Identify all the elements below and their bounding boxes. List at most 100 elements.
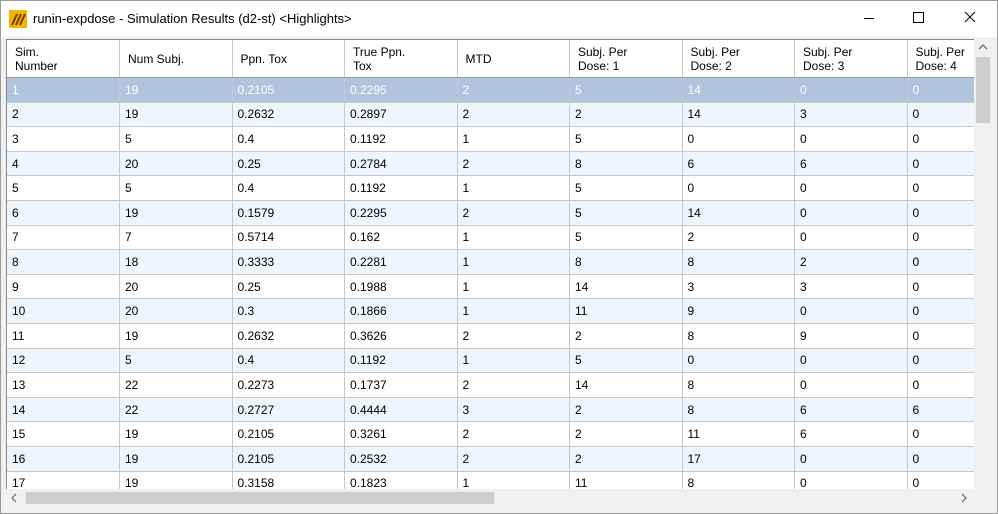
table-cell: 0 — [907, 77, 975, 103]
scroll-thumb[interactable] — [26, 492, 494, 504]
table-cell: 1 — [457, 225, 570, 251]
table-cell: 5 — [569, 175, 683, 201]
table-cell: 3 — [7, 126, 120, 152]
column-header-text: Subj. Per Dose: 3 — [803, 44, 853, 73]
table-cell: 1 — [457, 298, 570, 324]
table-row[interactable]: 4 20 0.25 0.2784 2 8 6 6 0 — [7, 151, 975, 177]
table-row[interactable]: 15 19 0.2105 0.3261 2 2 11 6 0 — [7, 421, 975, 447]
column-header[interactable]: MTD — [457, 40, 570, 78]
table-cell: 0.2281 — [344, 249, 458, 275]
table-cell: 10 — [7, 298, 120, 324]
table-cell: 0.1988 — [344, 274, 458, 300]
horizontal-scrollbar[interactable] — [6, 489, 974, 507]
table-cell: 2 — [457, 151, 570, 177]
table-cell: 8 — [569, 151, 683, 177]
table-cell: 2 — [682, 225, 795, 251]
table-row[interactable]: 10 20 0.3 0.1866 1 11 9 0 0 — [7, 298, 975, 324]
column-header-text: True Ppn. Tox — [353, 44, 406, 73]
table-row[interactable]: 5 5 0.4 0.1192 1 5 0 0 0 — [7, 175, 975, 201]
table-cell: 2 — [457, 77, 570, 103]
table-cell: 0 — [907, 200, 975, 226]
table-cell: 3 — [794, 102, 908, 128]
table-row[interactable]: 14 22 0.2727 0.4444 3 2 8 6 6 — [7, 397, 975, 423]
table-cell: 0.162 — [344, 225, 458, 251]
column-header[interactable]: Ppn. Tox — [232, 40, 345, 78]
table-cell: 0 — [794, 126, 908, 152]
column-header-text: Num Subj. — [128, 51, 185, 66]
table-cell: 0.25 — [232, 151, 345, 177]
table-cell: 19 — [119, 200, 233, 226]
table-cell: 1 — [7, 77, 120, 103]
table-row[interactable]: 3 5 0.4 0.1192 1 5 0 0 0 — [7, 126, 975, 152]
column-header[interactable]: Num Subj. — [119, 40, 233, 78]
scroll-thumb[interactable] — [976, 57, 990, 123]
table-cell: 0.2897 — [344, 102, 458, 128]
table-cell: 15 — [7, 421, 120, 447]
window-title: runin-expdose - Simulation Results (d2-s… — [33, 11, 352, 26]
table-cell: 20 — [119, 151, 233, 177]
column-header[interactable]: Subj. Per Dose: 2 — [682, 40, 795, 78]
table-cell: 0 — [907, 471, 975, 490]
column-header[interactable]: Subj. Per Dose: 1 — [569, 40, 683, 78]
table-cell: 0.5714 — [232, 225, 345, 251]
column-header[interactable]: Subj. Per Dose: 3 — [794, 40, 908, 78]
table-row[interactable]: 13 22 0.2273 0.1737 2 14 8 0 0 — [7, 372, 975, 398]
table-cell: 0 — [907, 348, 975, 374]
column-header[interactable]: Sim. Number — [7, 40, 120, 78]
table-cell: 0 — [907, 323, 975, 349]
table-cell: 8 — [569, 249, 683, 275]
column-header[interactable]: Subj. Per Dose: 4 — [907, 40, 975, 78]
table-cell: 8 — [7, 249, 120, 275]
table-row[interactable]: 6 19 0.1579 0.2295 2 5 14 0 0 — [7, 200, 975, 226]
table-cell: 2 — [457, 421, 570, 447]
table-row[interactable]: 9 20 0.25 0.1988 1 14 3 3 0 — [7, 274, 975, 300]
table-cell: 0.2105 — [232, 446, 345, 472]
table-row[interactable]: 17 19 0.3158 0.1823 1 11 8 0 0 — [7, 471, 975, 490]
table-cell: 0 — [682, 348, 795, 374]
table-cell: 0 — [794, 200, 908, 226]
close-button[interactable] — [964, 11, 976, 23]
table-cell: 0 — [682, 126, 795, 152]
column-header-text: MTD — [465, 51, 492, 66]
table-cell: 6 — [794, 421, 908, 447]
table-cell: 0 — [907, 151, 975, 177]
table-cell: 5 — [569, 126, 683, 152]
column-header-text: Subj. Per Dose: 1 — [578, 44, 628, 73]
column-header[interactable]: True Ppn. Tox — [344, 40, 458, 78]
table-cell: 11 — [7, 323, 120, 349]
column-header-text: Sim. Number — [15, 44, 58, 73]
table-cell: 3 — [457, 397, 570, 423]
table-cell: 17 — [7, 471, 120, 490]
maximize-button[interactable] — [913, 12, 924, 23]
table-row[interactable]: 8 18 0.3333 0.2281 1 8 8 2 0 — [7, 249, 975, 275]
table-cell: 2 — [7, 102, 120, 128]
table-cell: 0.2295 — [344, 77, 458, 103]
table-cell: 2 — [457, 372, 570, 398]
table-cell: 7 — [119, 225, 233, 251]
table-row[interactable]: 12 5 0.4 0.1192 1 5 0 0 0 — [7, 348, 975, 374]
table-row[interactable]: 7 7 0.5714 0.162 1 5 2 0 0 — [7, 225, 975, 251]
table-cell: 0.1737 — [344, 372, 458, 398]
table-cell: 2 — [569, 446, 683, 472]
table-cell: 5 — [7, 175, 120, 201]
table-row[interactable]: 11 19 0.2632 0.3626 2 2 8 9 0 — [7, 323, 975, 349]
table-cell: 3 — [794, 274, 908, 300]
table-cell: 0 — [907, 175, 975, 201]
table-cell: 2 — [569, 102, 683, 128]
table-row[interactable]: 1 19 0.2105 0.2295 2 5 14 0 0 — [7, 77, 975, 103]
table-cell: 14 — [7, 397, 120, 423]
table-cell: 0.4 — [232, 348, 345, 374]
table-cell: 0.1823 — [344, 471, 458, 490]
table-cell: 20 — [119, 298, 233, 324]
table-cell: 0 — [907, 126, 975, 152]
table-cell: 0 — [794, 298, 908, 324]
table-row[interactable]: 16 19 0.2105 0.2532 2 2 17 0 0 — [7, 446, 975, 472]
table-row[interactable]: 2 19 0.2632 0.2897 2 2 14 3 0 — [7, 102, 975, 128]
table-cell: 1 — [457, 249, 570, 275]
table-cell: 14 — [569, 274, 683, 300]
table-cell: 5 — [119, 126, 233, 152]
table-cell: 0.1866 — [344, 298, 458, 324]
table-cell: 2 — [569, 397, 683, 423]
vertical-scrollbar[interactable] — [974, 39, 992, 489]
table-cell: 19 — [119, 471, 233, 490]
